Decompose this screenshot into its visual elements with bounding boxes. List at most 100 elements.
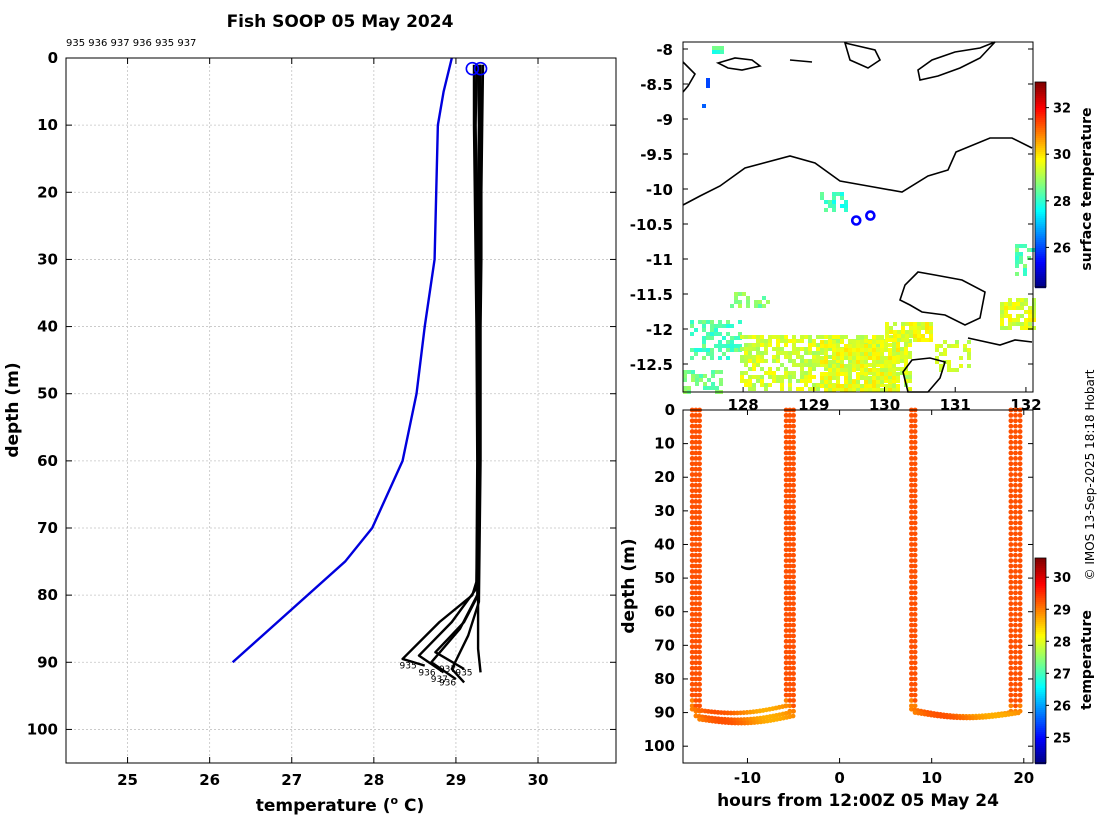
cast-sample-dot xyxy=(697,466,702,472)
sst-pixel xyxy=(808,363,812,367)
sst-pixel xyxy=(925,338,929,342)
section-colorbar-segment xyxy=(1035,580,1046,583)
cast-sample-dot xyxy=(909,466,914,472)
map-y-tick-label: -10 xyxy=(646,181,673,199)
cast-sample-dot xyxy=(909,671,914,676)
cast-sample-dot xyxy=(909,612,914,617)
cast-sample-dot xyxy=(689,617,695,623)
sst-pixel xyxy=(897,338,901,342)
map-colorbar-segment xyxy=(1035,94,1046,97)
sst-pixel xyxy=(868,388,872,392)
sst-pixel xyxy=(760,339,764,343)
cast-sample-dot xyxy=(1017,644,1023,650)
cast-sample-dot xyxy=(1013,525,1018,531)
sst-pixel xyxy=(904,347,908,351)
profile-line xyxy=(450,64,485,684)
cast-sample-dot xyxy=(783,590,789,596)
cast-sample-dot xyxy=(787,644,793,650)
sst-pixel xyxy=(710,328,714,332)
cast-sample-dot xyxy=(912,676,918,682)
cast-sample-dot xyxy=(791,703,796,709)
sst-pixel xyxy=(884,376,888,380)
cast-sample-dot xyxy=(783,509,789,515)
sst-pixel xyxy=(1019,260,1023,264)
sst-pixel xyxy=(852,352,856,356)
cast-sample-dot xyxy=(787,574,793,580)
section-colorbar-segment xyxy=(1035,740,1046,743)
sst-pixel xyxy=(752,359,756,363)
cast-sample-dot xyxy=(1013,445,1018,451)
cast-sample-dot xyxy=(912,515,918,520)
sst-pixel xyxy=(768,371,772,375)
sst-pixel xyxy=(1016,322,1020,326)
cast-sample-dot xyxy=(697,558,702,564)
cast-sample-dot xyxy=(791,579,796,585)
section-colorbar-segment xyxy=(1035,610,1046,613)
cast-sample-dot xyxy=(791,595,796,601)
sst-pixel xyxy=(872,335,876,339)
cast-sample-dot xyxy=(689,493,695,499)
sst-pixel xyxy=(699,378,703,382)
cast-sample-dot xyxy=(791,520,796,526)
cast-sample-dot xyxy=(689,445,695,451)
cast-sample-dot xyxy=(1013,698,1018,703)
sst-pixel xyxy=(715,370,719,374)
cast-sample-dot xyxy=(912,558,918,564)
cast-sample-dot xyxy=(1013,671,1018,676)
cast-sample-dot xyxy=(909,558,914,564)
section-y-tick-label: 70 xyxy=(654,636,675,654)
sst-pixel xyxy=(756,363,760,367)
sst-pixel xyxy=(896,372,900,376)
cast-sample-dot xyxy=(693,439,699,445)
map-colorbar-segment xyxy=(1035,274,1046,277)
sst-pixel xyxy=(901,330,905,334)
cast-sample-dot xyxy=(783,504,789,510)
sst-pixel xyxy=(760,343,764,347)
cast-sample-dot xyxy=(689,488,695,494)
cast-sample-dot xyxy=(689,531,695,537)
map-x-tick-label: 128 xyxy=(727,396,758,414)
cast-sample-dot xyxy=(783,493,789,499)
cast-sample-dot xyxy=(1008,628,1014,633)
sst-pixel xyxy=(726,340,730,344)
sst-pixel xyxy=(748,347,752,351)
cast-sample-dot xyxy=(787,692,793,698)
sst-pixel xyxy=(710,320,714,324)
cast-sample-dot xyxy=(693,606,699,612)
section-colorbar-segment xyxy=(1035,698,1046,701)
cast-sample-dot xyxy=(783,536,789,542)
map-colorbar-segment xyxy=(1035,282,1046,285)
map-colorbar-segment xyxy=(1035,124,1046,127)
section-y-tick-label: 50 xyxy=(654,569,675,587)
sst-pixel xyxy=(904,355,908,359)
cast-sample-dot xyxy=(1008,515,1014,520)
sst-pixel xyxy=(885,326,889,330)
sst-pixel xyxy=(1015,248,1019,252)
cast-sample-dot xyxy=(909,504,914,510)
cast-sample-dot xyxy=(1017,665,1023,671)
sst-pixel xyxy=(788,339,792,343)
cast-sample-dot xyxy=(697,638,702,644)
section-colorbar-segment xyxy=(1035,750,1046,753)
sst-pixel xyxy=(744,371,748,375)
sst-pixel xyxy=(876,368,880,372)
cast-sample-dot xyxy=(689,644,695,650)
cast-sample-dot xyxy=(689,423,695,429)
map-colorbar-segment xyxy=(1035,142,1046,145)
cast-sample-dot xyxy=(1017,477,1023,483)
sst-pixel xyxy=(720,46,724,50)
section-colorbar-segment xyxy=(1035,708,1046,711)
cast-sample-dot xyxy=(909,423,914,429)
sst-pixel xyxy=(880,380,884,384)
sst-pixel xyxy=(820,356,824,360)
cast-sample-dot xyxy=(689,515,695,520)
cast-sample-dot xyxy=(693,612,699,617)
sst-pixel xyxy=(900,367,904,371)
cast-sample-dot xyxy=(1013,418,1018,424)
cast-sample-dot xyxy=(697,649,702,655)
sst-pixel xyxy=(764,387,768,391)
map-colorbar-segment xyxy=(1035,110,1046,113)
map-colorbar-segment xyxy=(1035,164,1046,167)
cast-sample-dot xyxy=(689,622,695,628)
sst-pixel xyxy=(844,344,848,348)
